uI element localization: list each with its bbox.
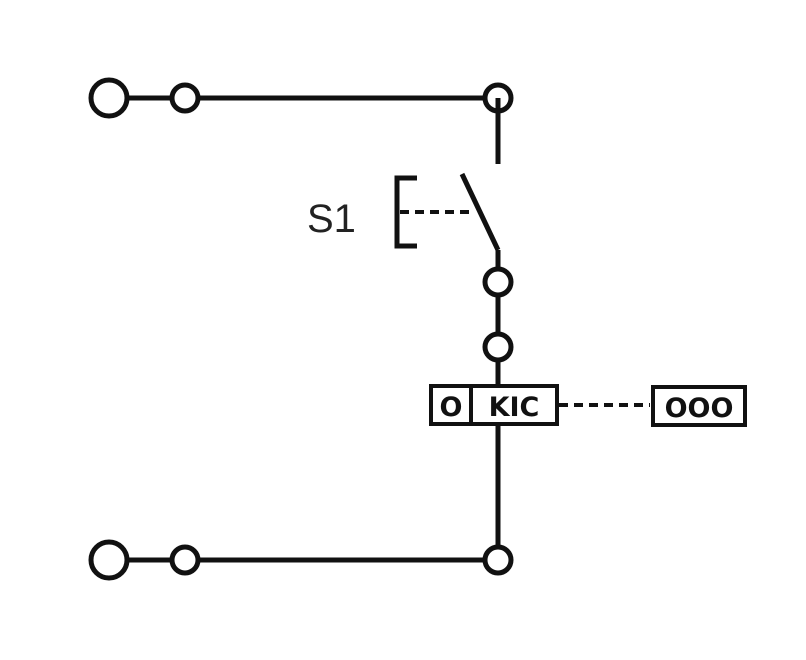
switch-s1: S1	[307, 172, 501, 252]
switch-label: S1	[307, 197, 356, 241]
bottom-left-terminal	[88, 539, 130, 581]
bottom-right-junction	[482, 544, 514, 576]
relay-left-label: O	[440, 392, 463, 423]
bottom-rail	[88, 539, 514, 581]
remote-contact-box	[651, 385, 747, 427]
switch-actuator-bracket	[394, 175, 417, 249]
top-left-terminal	[88, 77, 130, 119]
middle-terminal-lower	[482, 331, 514, 363]
switch-contact-arm	[459, 172, 501, 252]
vertical-branch	[482, 250, 514, 560]
relay-coil: O KIC	[429, 384, 559, 426]
top-left-junction	[169, 82, 201, 114]
top-rail	[88, 77, 514, 164]
relay-main-label: KIC	[489, 392, 540, 423]
relay-remote-block: OOO	[559, 385, 747, 427]
remote-contact-label: OOO	[665, 393, 734, 424]
middle-terminal-upper	[482, 266, 514, 298]
bottom-left-junction	[169, 544, 201, 576]
relay-box	[429, 384, 559, 426]
